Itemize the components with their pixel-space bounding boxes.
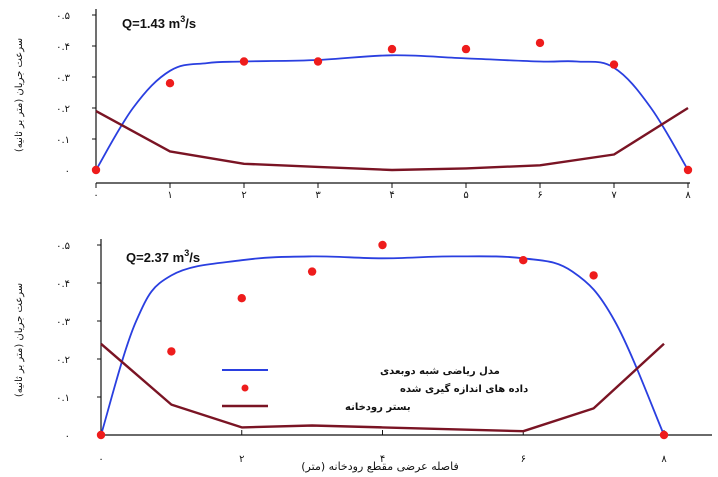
chart-title: Q=1.43 m3/s [122,14,196,31]
x-tick-label: ۸ [661,454,667,465]
x-tick-label: ۰ [98,454,103,465]
chart-title: Q=2.37 m3/s [126,248,200,265]
x-tick-label: ۰ [93,190,98,201]
y-tick-label: ۰.۵ [56,11,70,22]
measured-point [307,267,317,276]
y-tick-label: ۰.۲ [56,104,70,115]
y-tick-label: ۰.۳ [56,73,71,84]
legend-label-bed: بستر رودخانه [345,402,411,413]
y-tick-label: ۰.۲ [56,355,70,366]
y-axis-label: سرعت جریان (متر بر ثانیه) [14,38,25,152]
y-ticks: ۰ ۰.۱ ۰.۲ ۰.۳ ۰.۴ ۰.۵ [56,241,101,442]
measured-point [387,44,397,54]
measured-point [91,165,101,175]
x-tick-label: ۲ [239,454,244,465]
riverbed-line [100,342,665,433]
y-tick-label: ۰.۵ [56,241,70,252]
measured-point [659,430,669,440]
y-tick-label: ۰ [65,166,70,177]
measured-point [313,57,323,66]
x-tick-label: ۸ [685,190,691,201]
legend: مدل ریاضی شبه دوبعدی داده های اندازه گیر… [222,366,528,413]
y-tick-label: ۰.۱ [56,135,70,146]
series-group [96,240,669,440]
y-tick-label: ۰.۳ [56,317,71,328]
x-tick-label: ۳ [315,190,321,201]
x-tick-label: ۵ [463,190,468,201]
y-axis-label: سرعت جریان (متر بر ثانیه) [14,283,25,397]
measured-point [96,430,106,440]
x-tick-label: ۴ [380,454,385,465]
series-group [91,38,693,175]
measured-point [683,165,693,175]
measured-point [609,60,619,69]
measured-point [239,57,249,66]
legend-swatch-measured [241,384,249,392]
model-line [100,255,665,436]
x-tick-label: ۶ [521,454,526,465]
riverbed-line [95,106,689,172]
x-tick-label: ۱ [167,190,172,201]
y-tick-label: ۰ [65,431,70,442]
measured-point [519,256,528,265]
measured-point [167,347,176,356]
legend-label-measured: داده های اندازه گیری شده [400,382,528,395]
x-tick-label: ۷ [611,190,617,201]
x-tick-label: ۴ [389,190,394,201]
measured-point [461,44,471,54]
legend-label-model: مدل ریاضی شبه دوبعدی [380,366,500,377]
x-tick-label: ۲ [241,190,246,201]
y-ticks: ۰ ۰.۱ ۰.۲ ۰.۳ ۰.۴ ۰.۵ [56,11,96,177]
x-tick-label: ۶ [537,190,542,201]
x-ticks: ۰ ۱ ۲ ۳ ۴ ۵ ۶ ۷ ۸ [93,183,691,201]
y-tick-label: ۰.۱ [56,393,70,404]
chart-top: ۰ ۰.۱ ۰.۲ ۰.۳ ۰.۴ ۰.۵ ۰ ۱ ۲ ۳ ۴ ۵ ۶ ۷ ۸ Q=1.43 m3/s س… [14,9,693,201]
measured-point [378,240,387,250]
y-tick-label: ۰.۴ [56,279,70,290]
chart-bottom: ۰ ۰.۱ ۰.۲ ۰.۳ ۰.۴ ۰.۵ ۰ ۲ ۴ ۶ ۸ Q=2.37 m3/s سرعت … [14,239,712,473]
measured-point [589,271,598,280]
x-axis-label: فاصله عرضی مقطع رودخانه (متر) [301,460,458,473]
measured-point [237,294,246,303]
measured-point [165,79,175,88]
measured-point [535,38,545,48]
y-tick-label: ۰.۴ [56,42,70,53]
